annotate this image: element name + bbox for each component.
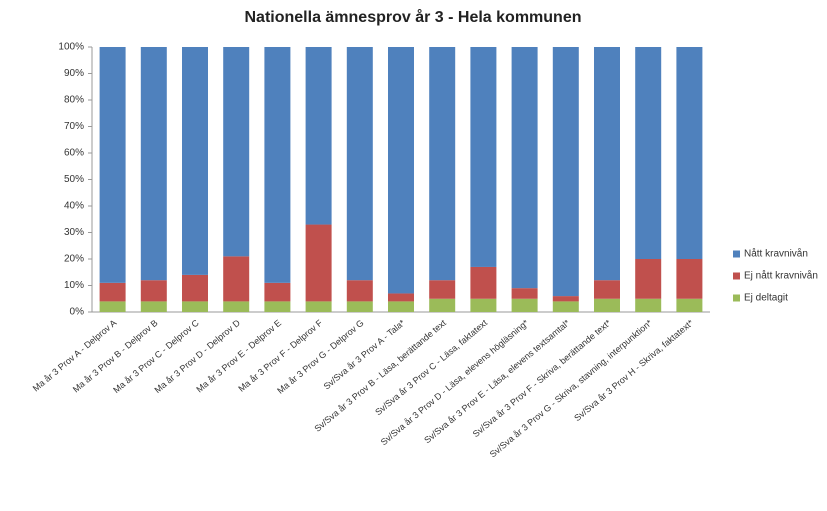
legend-swatch	[733, 272, 740, 280]
bar-segment	[594, 298, 620, 312]
bar-segment	[140, 280, 167, 302]
bar-segment	[223, 256, 250, 302]
bar-segment	[305, 301, 332, 312]
x-tick-label: Sv/Sva år 3 Prov E - Läsa, elevens texts…	[422, 317, 572, 445]
legend-label: Ej nått kravnivån	[744, 270, 818, 282]
x-tick-label: Ma år 3 Prov A - Delprov A	[31, 318, 119, 394]
x-tick-label: Sv/Sva år 3 Prov D - Läsa, elevens höglä…	[379, 317, 531, 447]
y-tick-label: 50%	[64, 174, 84, 185]
bar-segment	[470, 266, 497, 299]
legend-swatch	[733, 250, 740, 258]
bar-segment	[264, 47, 291, 283]
bar-segment	[388, 293, 414, 302]
legend-label: Nått kravnivån	[744, 248, 808, 260]
bar-segment	[511, 288, 538, 299]
bar-segment	[429, 280, 456, 299]
bar-segment	[552, 301, 579, 312]
x-tick-label: Ma år 3 Prov G - Delprov G	[275, 318, 365, 396]
bar-segment	[470, 47, 497, 267]
bar-segment	[264, 282, 291, 302]
bar-segment	[676, 47, 703, 259]
bar-segment	[470, 298, 497, 312]
bar-segment	[99, 282, 126, 302]
legend-swatch	[733, 294, 740, 302]
y-tick-label: 10%	[64, 280, 84, 291]
y-tick-label: 40%	[64, 201, 84, 212]
bar-segment	[140, 47, 167, 281]
bar-segment	[99, 301, 126, 312]
bar-segment	[305, 47, 332, 225]
bar-segment	[594, 280, 620, 299]
bar-segment	[552, 47, 579, 297]
chart-title: Nationella ämnesprov år 3 - Hela kommune…	[245, 8, 582, 26]
y-tick-label: 30%	[64, 227, 84, 238]
bar-segment	[635, 259, 662, 299]
y-tick-label: 90%	[64, 68, 84, 79]
bar-segment	[511, 298, 538, 312]
bar-segment	[635, 298, 662, 312]
bar-segment	[429, 47, 456, 281]
y-tick-label: 0%	[70, 307, 85, 318]
bar-segment	[388, 301, 414, 312]
y-tick-label: 60%	[64, 148, 84, 159]
bar-segment	[223, 301, 250, 312]
bar-segment	[182, 47, 208, 275]
bar-segment	[305, 224, 332, 302]
bar-segment	[182, 301, 208, 312]
bar-segment	[676, 259, 703, 299]
y-tick-label: 20%	[64, 254, 84, 265]
bar-segment	[346, 280, 373, 302]
x-tick-label: Sv/Sva år 3 Prov A - Tala*	[322, 317, 408, 391]
y-tick-label: 70%	[64, 121, 84, 132]
y-tick-label: 100%	[58, 42, 84, 53]
bar-segment	[552, 296, 579, 302]
bar-segment	[388, 47, 414, 294]
bar-segment	[223, 47, 250, 257]
bar-segment	[346, 47, 373, 281]
bar-segment	[140, 301, 167, 312]
bar-segment	[346, 301, 373, 312]
bar-segment	[635, 47, 662, 259]
bar-segment	[594, 47, 620, 281]
bar-segment	[182, 274, 208, 302]
bar-segment	[264, 301, 291, 312]
legend-label: Ej deltagit	[744, 293, 788, 304]
bar-segment	[676, 298, 703, 312]
y-tick-label: 80%	[64, 95, 84, 106]
bar-segment	[429, 298, 456, 312]
bar-segment	[99, 47, 126, 283]
bar-segment	[511, 47, 538, 289]
